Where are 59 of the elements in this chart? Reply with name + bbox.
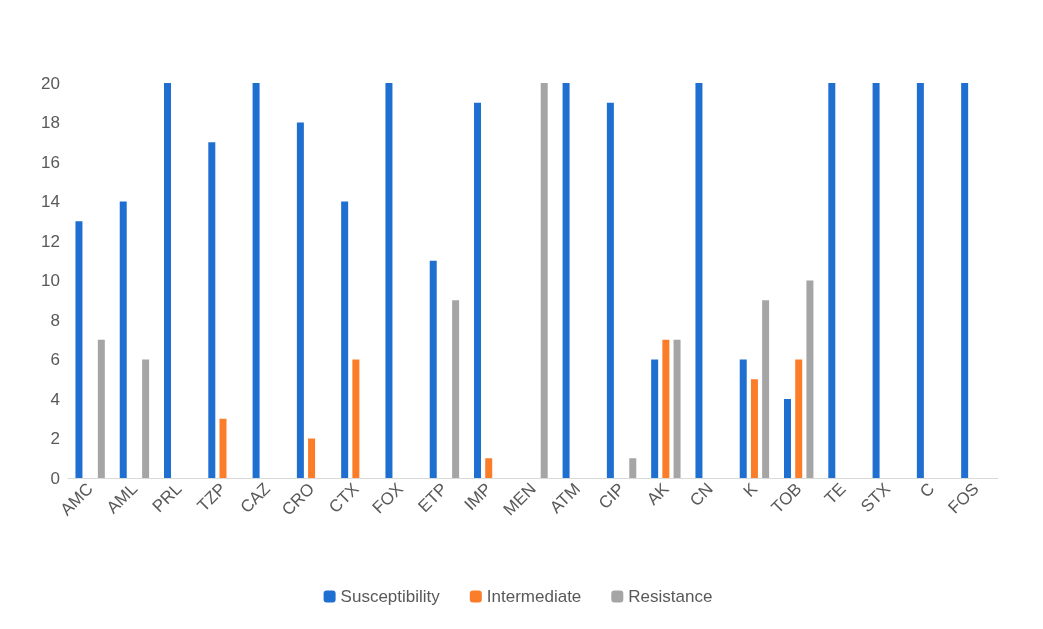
legend-label: Susceptibility	[340, 587, 441, 606]
bar	[695, 83, 703, 478]
y-tick-label: 2	[50, 429, 60, 448]
y-tick-label: 4	[50, 389, 60, 409]
bar	[352, 359, 360, 478]
bar	[252, 83, 260, 478]
x-tick-label: K	[739, 478, 762, 501]
y-tick-label: 14	[41, 192, 60, 211]
x-tick-label: TE	[820, 479, 850, 509]
bar	[795, 359, 803, 478]
x-tick-label: TZP	[193, 479, 230, 516]
bar	[651, 359, 659, 478]
bar	[142, 359, 150, 478]
y-tick-label: 20	[41, 73, 60, 93]
bar	[341, 201, 349, 478]
bar	[673, 339, 681, 478]
bar	[750, 379, 758, 478]
bar	[784, 399, 792, 478]
bar	[629, 458, 637, 478]
legend-label: Intermediate	[486, 587, 582, 606]
x-tick-label: AK	[643, 478, 674, 509]
y-tick-label: 18	[41, 113, 60, 132]
bar	[762, 300, 770, 478]
bar	[872, 83, 880, 478]
bar	[219, 418, 227, 478]
bar	[540, 83, 548, 478]
bar	[806, 280, 814, 478]
bar	[606, 102, 614, 478]
y-tick-label: 10	[41, 271, 60, 290]
bar	[308, 438, 316, 478]
y-tick-label: 16	[41, 152, 60, 172]
y-tick-label: 8	[50, 310, 60, 330]
x-tick-label: CIP	[594, 479, 629, 513]
y-tick-label: 0	[50, 468, 60, 488]
x-tick-label: TOB	[767, 479, 806, 518]
bar	[385, 83, 393, 478]
x-tick-label: PRL	[148, 479, 186, 517]
x-tick-label: C	[916, 479, 939, 502]
bar	[916, 83, 924, 478]
bar	[75, 221, 83, 478]
bar	[296, 122, 304, 478]
y-tick-label: 12	[41, 231, 60, 251]
bar	[485, 458, 493, 478]
bar	[739, 359, 747, 478]
bar	[662, 339, 670, 478]
bar	[452, 300, 460, 478]
bar	[828, 83, 836, 478]
y-tick-label: 6	[50, 350, 60, 369]
bar	[97, 339, 105, 478]
bar	[961, 83, 969, 478]
bar	[474, 102, 482, 478]
bar	[119, 201, 127, 478]
bar	[208, 142, 216, 478]
x-tick-label: CN	[686, 479, 717, 511]
bar	[164, 83, 172, 478]
legend-label: Resistance	[628, 587, 713, 606]
x-tick-label: IMP	[460, 479, 496, 515]
bar	[429, 260, 437, 478]
bar	[562, 83, 570, 478]
